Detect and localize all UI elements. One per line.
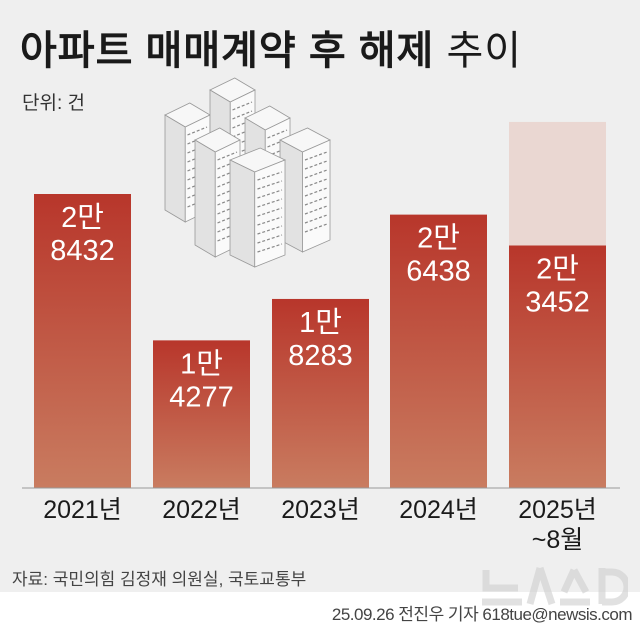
bar-2	[272, 298, 369, 488]
source-note: 자료: 국민의힘 김정재 의원실, 국토교통부	[12, 570, 307, 589]
title-suffix: 추이	[446, 29, 523, 73]
bar-value-label: 3452	[525, 286, 590, 318]
bar-chart: 2만84322021년1만42772022년1만82832023년2만64382…	[22, 77, 620, 554]
x-tick-label: 2022년	[162, 496, 241, 524]
chart-title: 아파트 매매계약 후 해제 추이	[20, 18, 522, 76]
bar-value-label: 1만	[180, 348, 223, 380]
bar-value-label: 6438	[406, 256, 471, 288]
x-tick-label: 2025년	[518, 496, 597, 524]
bar-value-label: 2만	[61, 202, 104, 234]
x-tick-label: ~8월	[532, 526, 584, 554]
bar-3	[390, 214, 487, 488]
unit-label: 단위: 건	[22, 93, 85, 114]
bar-value-label: 2만	[417, 223, 460, 255]
bar-0	[34, 194, 131, 488]
bar-value-label: 8432	[50, 235, 115, 267]
title-main: 아파트 매매계약 후 해제	[20, 29, 435, 73]
watermark-logo	[482, 566, 628, 606]
bar-1	[153, 340, 250, 488]
bar-value-label: 2만	[536, 253, 579, 285]
x-tick-label: 2023년	[281, 496, 360, 524]
bar-4	[509, 245, 606, 488]
x-tick-label: 2021년	[43, 496, 122, 524]
bar-value-label: 8283	[288, 340, 353, 372]
bar-value-label: 1만	[299, 307, 342, 339]
apartment-buildings-illustration	[164, 77, 331, 268]
credit-line: 25.09.26 전진우 기자 618tue@newsis.com	[331, 605, 633, 624]
bar-value-label: 4277	[169, 381, 234, 413]
x-tick-label: 2024년	[399, 496, 478, 524]
